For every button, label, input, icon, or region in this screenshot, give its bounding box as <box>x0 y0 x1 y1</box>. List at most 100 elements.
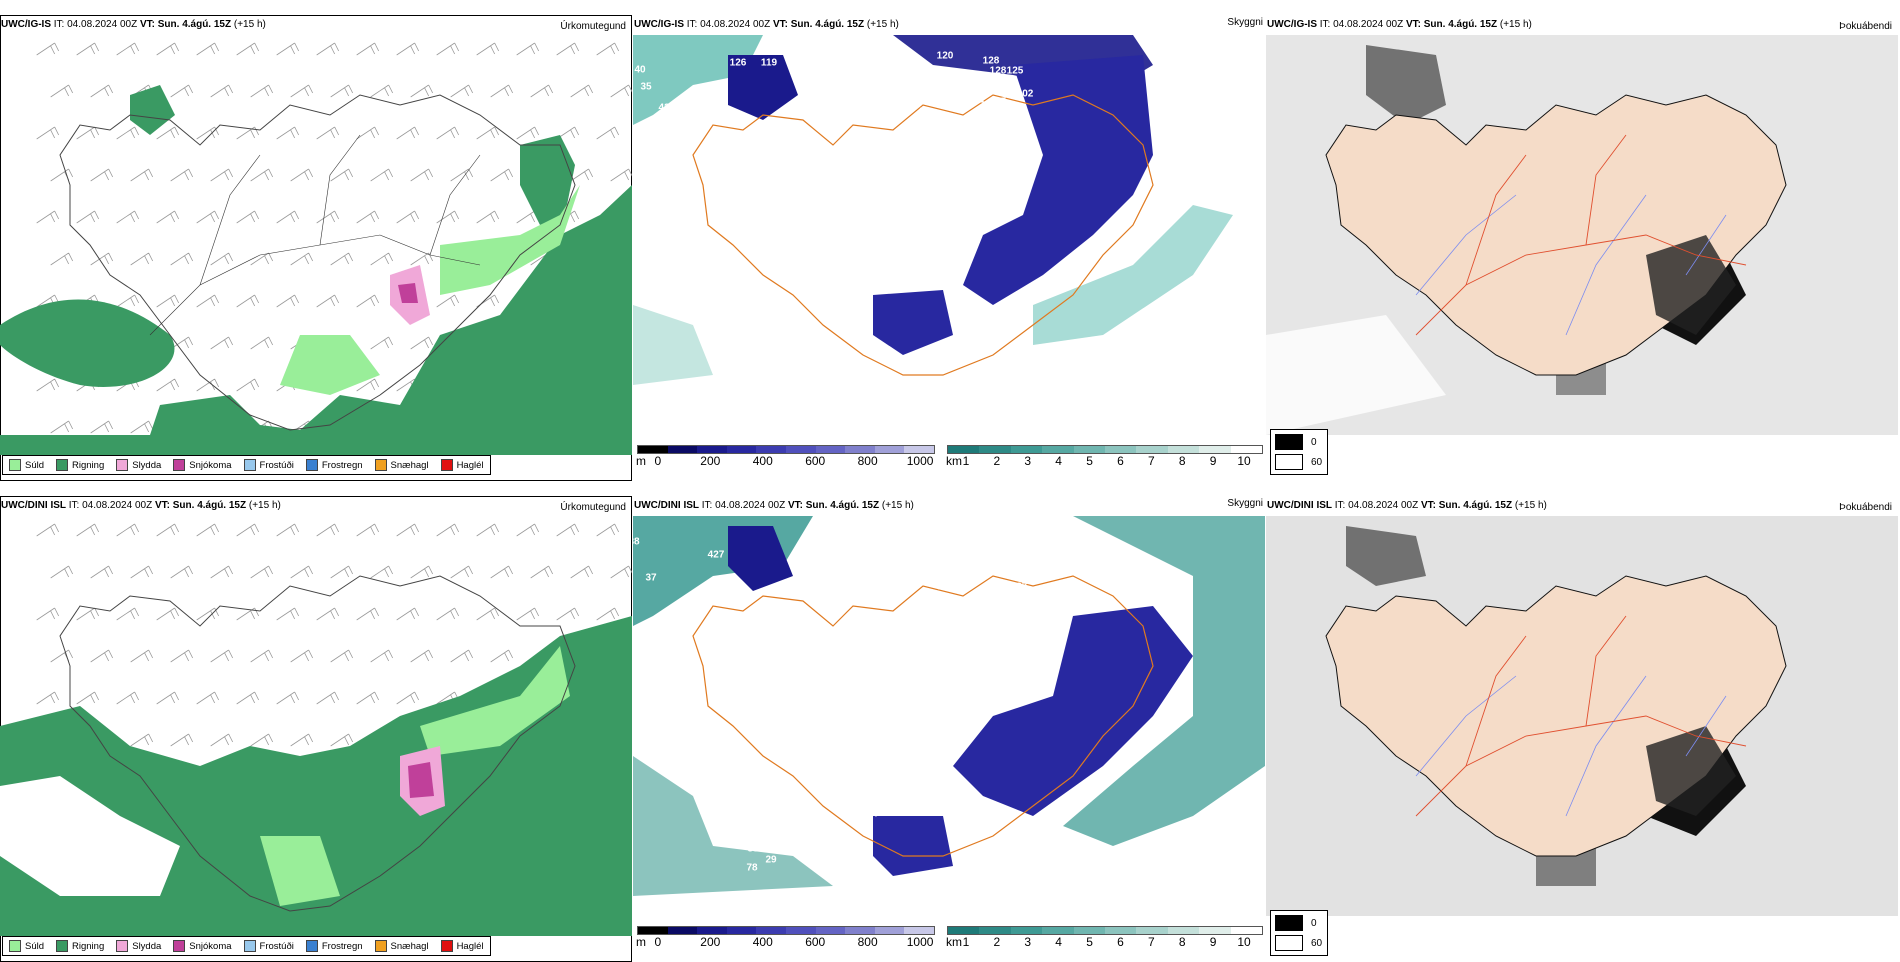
cloud-base-value: 125 <box>1006 65 1024 77</box>
wind-barb <box>516 523 540 537</box>
wind-barb <box>76 607 100 621</box>
wind-barb <box>396 126 420 140</box>
wind-barb <box>370 168 394 182</box>
fog-legend-swatch <box>1275 454 1303 470</box>
cloud-base-map <box>633 35 1265 435</box>
colorbar-segment <box>667 446 698 453</box>
wind-barb <box>370 252 394 266</box>
wind-barb <box>116 691 140 705</box>
wind-barb <box>130 565 154 579</box>
colorbar-segment <box>1136 446 1168 453</box>
wind-barb <box>276 691 300 705</box>
wind-barb <box>156 210 180 224</box>
cloud-base-value: 38 <box>633 536 640 548</box>
fog-legend-item: 0 <box>1275 434 1317 450</box>
wind-barb <box>316 607 340 621</box>
cloud-base-value: 32 <box>936 747 948 759</box>
cloud-base-value: 48 <box>743 325 755 337</box>
colorbar-tick: 400 <box>752 454 773 468</box>
wind-barb <box>196 42 220 56</box>
colorbar-segment <box>1136 927 1168 934</box>
wind-barb <box>436 607 460 621</box>
wind-barb <box>316 294 340 308</box>
wind-barb <box>116 42 140 56</box>
wind-barb <box>516 126 540 140</box>
colorbar-segment <box>948 446 980 453</box>
wind-barb <box>196 378 220 392</box>
wind-barb <box>290 733 314 747</box>
colorbar-segment <box>1230 927 1263 934</box>
wind-barb <box>90 649 114 663</box>
cloud-base-value: 180 <box>1009 541 1027 553</box>
wind-barb <box>130 168 154 182</box>
cloud-base-value: 130 <box>943 78 961 90</box>
cloud-base-value: 38 <box>932 245 944 257</box>
snow-area <box>408 762 434 798</box>
colorbar-segment <box>815 927 846 934</box>
wind-barb <box>250 565 274 579</box>
panel-title: Úrkomutegund <box>560 502 626 513</box>
cloud-base-value: 35 <box>953 685 965 697</box>
wind-barb <box>250 336 274 350</box>
wind-barb <box>356 126 380 140</box>
cloud-base-value: 640 <box>972 522 990 534</box>
wind-barb <box>236 294 260 308</box>
wind-barb <box>156 523 180 537</box>
wind-barb <box>116 607 140 621</box>
colorbar-segment <box>948 927 980 934</box>
legend-swatch <box>243 459 256 471</box>
cloud-base-value: 37 <box>645 572 657 584</box>
colorbar-segment <box>1167 927 1200 934</box>
colorbar-tick: 7 <box>1148 454 1155 468</box>
cloud-base-value: 32 <box>886 265 898 277</box>
wind-barb <box>196 294 220 308</box>
wind-barb <box>210 252 234 266</box>
cloud-base-value: 119 <box>760 57 778 69</box>
colorbar-segment <box>726 927 757 934</box>
visibility-unit: km <box>946 935 962 949</box>
colorbar-segment <box>1042 446 1074 453</box>
wind-barb <box>570 168 594 182</box>
cloud-base-value: 31 <box>863 738 875 750</box>
wind-barb <box>76 210 100 224</box>
colorbar-tick: 1000 <box>906 454 934 468</box>
legend-item: Haglél <box>440 940 484 952</box>
road-network <box>149 134 481 336</box>
cloud-base-value: 69 <box>773 725 785 737</box>
cloud-base-value: 29 <box>963 190 975 202</box>
colorbar-tick: 800 <box>857 935 878 949</box>
wind-barb <box>276 42 300 56</box>
wind-barb <box>356 607 380 621</box>
precip-map <box>0 523 632 936</box>
legend-swatch <box>56 940 69 952</box>
wind-barb <box>290 649 314 663</box>
drizzle-area <box>420 646 570 756</box>
roads <box>1415 134 1747 336</box>
wind-barb <box>210 733 234 747</box>
colorbar-segment <box>1230 446 1263 453</box>
fog-legend-label: 60 <box>1311 937 1323 949</box>
wind-barb <box>290 168 314 182</box>
wind-barb <box>170 252 194 266</box>
legend-item: Snæhagl <box>374 459 429 471</box>
precip-type-legend: Súld Rigning Slydda Snjókoma Frostúði Frostre… <box>2 455 491 475</box>
wind-barb <box>370 336 394 350</box>
cloud-base-value: 33 <box>860 788 872 800</box>
cloud-base-visibility-panel-row2: UWC/DINI ISL IT: 04.08.2024 00Z VT: Sun.… <box>633 496 1265 962</box>
cloud-base-value: 33 <box>864 222 876 234</box>
cloud-base-value: 31 <box>962 147 974 159</box>
wind-barb <box>596 42 620 56</box>
wind-barb <box>356 523 380 537</box>
colorbar-segment <box>1199 446 1231 453</box>
wind-barb <box>530 84 554 98</box>
cloud-base-value: 65 <box>837 201 849 213</box>
fog-legend-label: 60 <box>1311 456 1323 468</box>
wind-barb <box>610 168 632 182</box>
colorbar-tick: 1 <box>962 935 970 949</box>
cloud-base-visibility-panel-row1: UWC/IG-IS IT: 04.08.2024 00Z VT: Sun. 4.… <box>633 15 1265 481</box>
low-cloud-area <box>728 55 798 120</box>
wind-barb <box>170 649 194 663</box>
colorbar-tick: 10 <box>1237 935 1251 949</box>
legend-swatch <box>305 459 318 471</box>
legend-swatch <box>374 459 387 471</box>
